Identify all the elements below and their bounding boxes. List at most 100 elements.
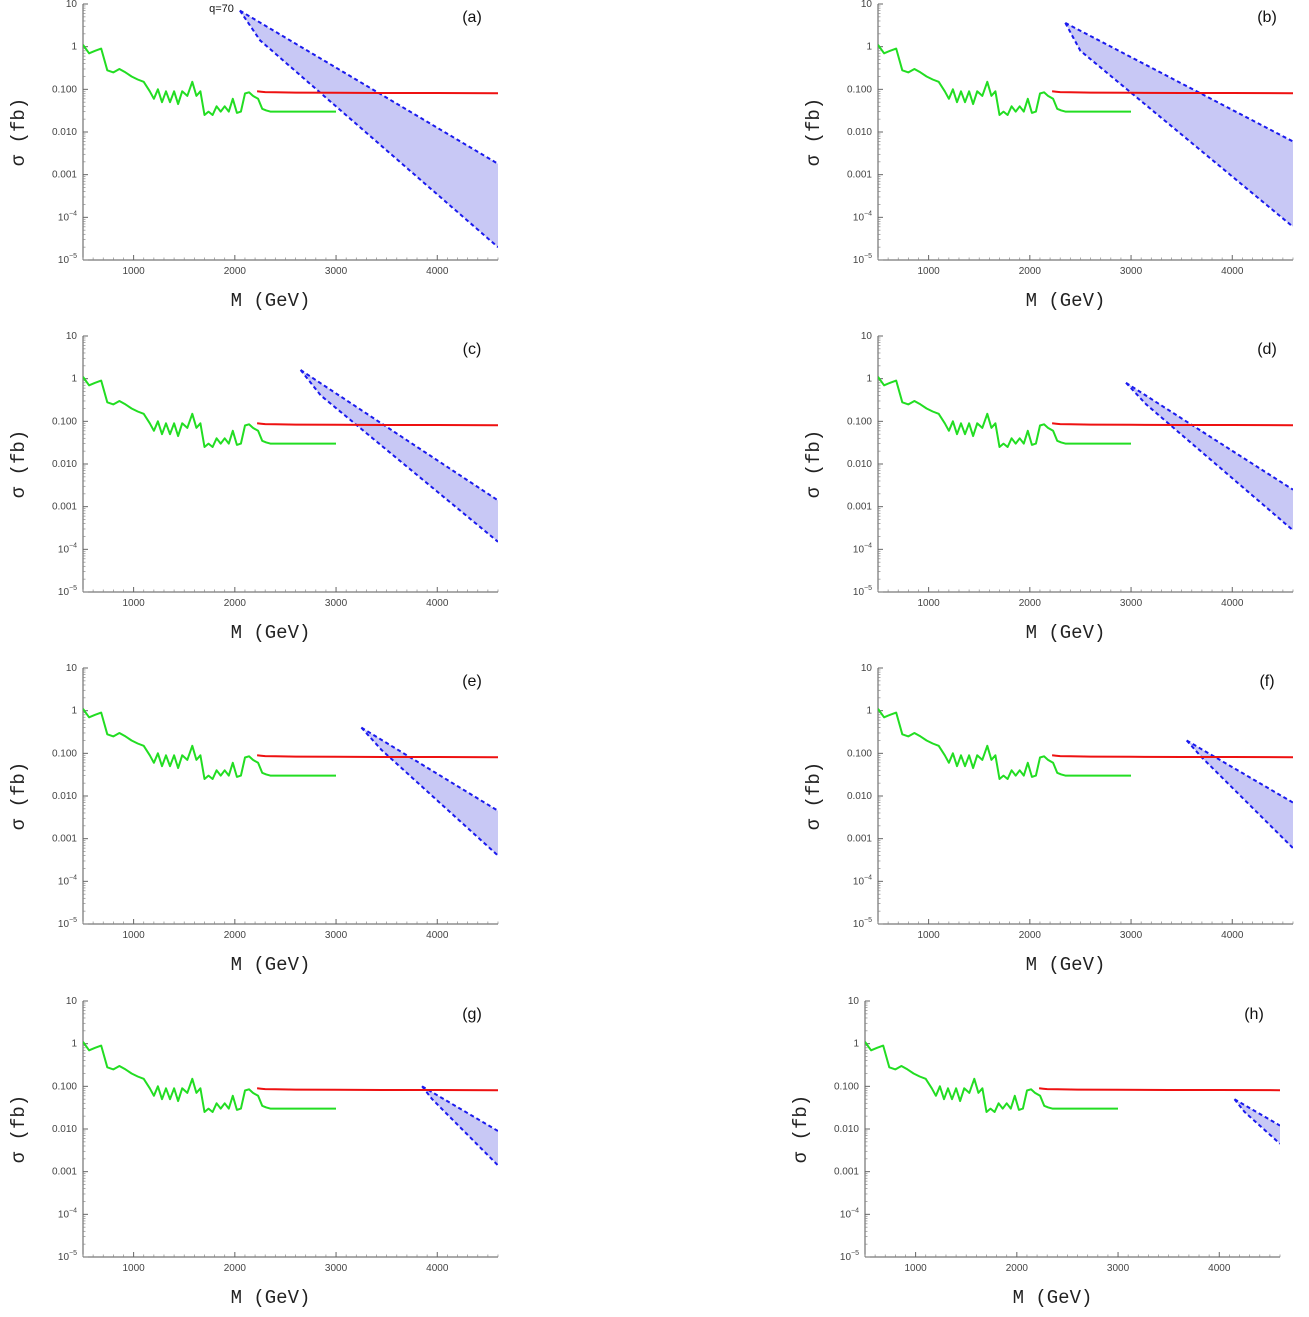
y-tick-label: 0.010 bbox=[52, 127, 77, 138]
x-tick-label: 4000 bbox=[426, 1263, 449, 1274]
x-tick-label: 3000 bbox=[1120, 266, 1143, 277]
x-tick-label: 1000 bbox=[122, 598, 145, 609]
chart-svg-h: 10 1 0.100 0.010 0.001 10−4 10−5 1000 2000 3000 40… bbox=[790, 996, 1281, 1309]
plot-area bbox=[878, 22, 1293, 228]
band-area bbox=[300, 370, 498, 542]
y-tick-label: 10 bbox=[66, 996, 78, 1007]
x-axis-title: M (GeV) bbox=[231, 954, 311, 976]
panel-label: (c) bbox=[463, 341, 482, 358]
band-area bbox=[1234, 1099, 1280, 1144]
band-area bbox=[1126, 382, 1293, 531]
y-tick-label: 10−5 bbox=[58, 1250, 77, 1263]
x-tick-label: 1000 bbox=[122, 266, 145, 277]
y-tick-label: 0.001 bbox=[847, 834, 872, 845]
band-area bbox=[1065, 22, 1293, 227]
limit-high-mass-line bbox=[257, 754, 498, 759]
band-area bbox=[361, 727, 498, 856]
y-axis-title: σ (fb) bbox=[803, 98, 825, 166]
x-tick-label: 3000 bbox=[325, 1263, 348, 1274]
y-tick-label: 10−4 bbox=[853, 874, 872, 887]
panel-label: (g) bbox=[462, 1006, 482, 1023]
limit-low-mass-line bbox=[878, 376, 1131, 448]
band-lower-edge bbox=[421, 1085, 498, 1167]
chart-panel-f: 10 1 0.100 0.010 0.001 10−4 10−5 1000 2000 3000 40… bbox=[795, 663, 1309, 984]
x-tick-label: 1000 bbox=[122, 1263, 145, 1274]
annotation-label: q=70 bbox=[209, 3, 234, 15]
plot-area bbox=[878, 376, 1293, 532]
y-tick-label: 1 bbox=[853, 1039, 859, 1050]
x-axis-title: M (GeV) bbox=[231, 622, 311, 644]
x-axis-title: M (GeV) bbox=[1013, 1287, 1093, 1309]
x-tick-label: 4000 bbox=[1221, 598, 1244, 609]
y-tick-label: 0.100 bbox=[847, 416, 872, 427]
x-tick-label: 2000 bbox=[1019, 598, 1042, 609]
band-lower-edge bbox=[1233, 1098, 1280, 1145]
y-tick-label: 0.001 bbox=[847, 170, 872, 181]
band-upper-edge bbox=[360, 726, 498, 812]
y-axis-title: σ (fb) bbox=[8, 430, 30, 498]
y-tick-label: 10−5 bbox=[58, 585, 77, 598]
y-tick-label: 10 bbox=[66, 663, 78, 674]
x-tick-label: 3000 bbox=[325, 930, 348, 941]
y-tick-label: 10−5 bbox=[853, 585, 872, 598]
y-tick-label: 10−4 bbox=[853, 210, 872, 223]
limit-high-mass-line bbox=[257, 90, 498, 95]
band-upper-edge bbox=[1125, 381, 1293, 491]
y-tick-label: 10−5 bbox=[58, 253, 77, 266]
x-axis-title: M (GeV) bbox=[1026, 622, 1106, 644]
limit-high-mass-line bbox=[257, 422, 498, 427]
band-area bbox=[239, 10, 498, 248]
x-tick-label: 3000 bbox=[325, 598, 348, 609]
plot-area bbox=[83, 708, 498, 857]
band-upper-edge bbox=[1064, 22, 1293, 143]
y-tick-label: 10−4 bbox=[840, 1207, 859, 1220]
y-tick-label: 0.001 bbox=[52, 502, 77, 513]
x-tick-label: 1000 bbox=[917, 930, 940, 941]
y-tick-label: 10 bbox=[861, 0, 873, 10]
x-tick-label: 2000 bbox=[224, 598, 247, 609]
chart-svg-g: 10 1 0.100 0.010 0.001 10−4 10−5 1000 2000 3000 40… bbox=[8, 996, 499, 1309]
y-tick-label: 0.100 bbox=[847, 748, 872, 759]
y-tick-label: 10 bbox=[848, 996, 860, 1007]
y-tick-label: 0.010 bbox=[52, 791, 77, 802]
x-tick-label: 2000 bbox=[1006, 1263, 1029, 1274]
y-tick-label: 0.010 bbox=[847, 459, 872, 470]
plot-area bbox=[83, 9, 498, 248]
chart-panel-b: 10 1 0.100 0.010 0.001 10−4 10−5 1000 2000 3000 40… bbox=[795, 0, 1309, 320]
y-tick-label: 10−5 bbox=[58, 917, 77, 930]
band-lower-edge bbox=[299, 369, 498, 543]
y-tick-label: 1 bbox=[71, 42, 77, 53]
limit-low-mass-line bbox=[83, 1041, 336, 1113]
y-tick-label: 10−4 bbox=[58, 874, 77, 887]
x-tick-label: 4000 bbox=[1221, 930, 1244, 941]
y-tick-label: 1 bbox=[866, 706, 872, 717]
x-tick-label: 4000 bbox=[426, 930, 449, 941]
band-upper-edge bbox=[421, 1085, 498, 1132]
chart-svg-c: 10 1 0.100 0.010 0.001 10−4 10−5 1000 2000 3000 40… bbox=[8, 331, 499, 644]
chart-svg-a: 10 1 0.100 0.010 0.001 10−4 10−5 1000 2000 3000 40… bbox=[8, 0, 499, 312]
y-tick-label: 10−4 bbox=[58, 210, 77, 223]
limit-high-mass-line bbox=[1052, 754, 1293, 759]
band-area bbox=[422, 1086, 498, 1166]
y-tick-label: 10 bbox=[861, 331, 873, 342]
y-axis-title: σ (fb) bbox=[8, 1095, 30, 1163]
x-axis-title: M (GeV) bbox=[1026, 290, 1106, 312]
y-tick-label: 1 bbox=[71, 374, 77, 385]
limit-low-mass-line bbox=[83, 376, 336, 448]
plot-area bbox=[878, 708, 1293, 849]
limit-high-mass-line bbox=[1052, 90, 1293, 95]
x-tick-label: 2000 bbox=[224, 266, 247, 277]
panel-label: (e) bbox=[462, 673, 482, 690]
x-tick-label: 2000 bbox=[224, 930, 247, 941]
y-tick-label: 0.100 bbox=[834, 1081, 859, 1092]
band-lower-edge bbox=[239, 10, 498, 248]
x-tick-label: 4000 bbox=[426, 266, 449, 277]
x-tick-label: 1000 bbox=[917, 266, 940, 277]
y-tick-label: 1 bbox=[866, 42, 872, 53]
x-axis-title: M (GeV) bbox=[231, 1287, 311, 1309]
limit-low-mass-line bbox=[83, 44, 336, 116]
y-tick-label: 10−5 bbox=[853, 917, 872, 930]
chart-panel-d: 10 1 0.100 0.010 0.001 10−4 10−5 1000 2000 3000 40… bbox=[795, 331, 1309, 652]
y-tick-label: 0.100 bbox=[52, 416, 77, 427]
y-tick-label: 0.010 bbox=[847, 791, 872, 802]
